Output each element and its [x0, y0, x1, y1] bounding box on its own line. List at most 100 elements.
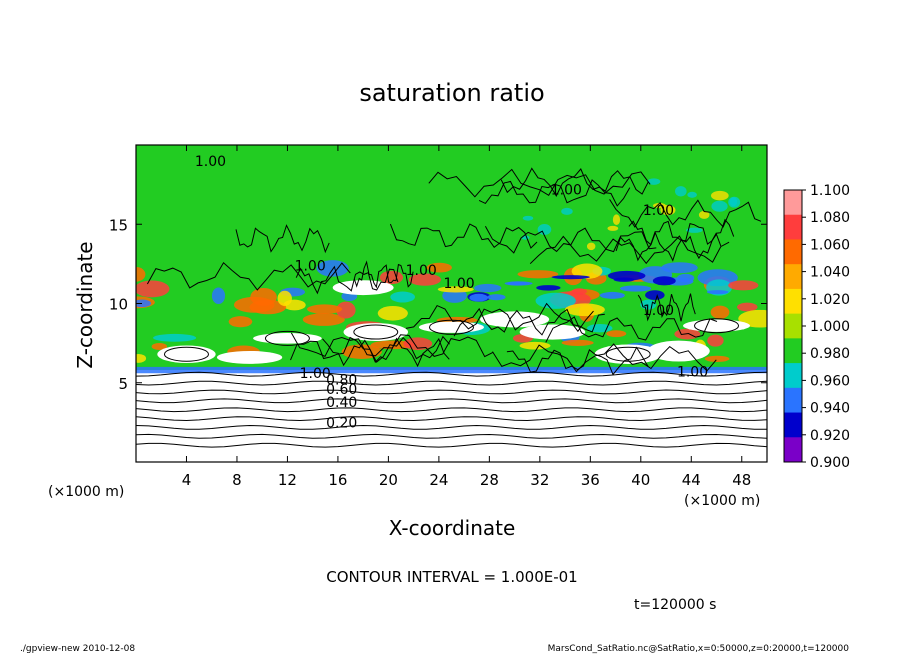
colorbar-label: 1.060 [810, 237, 850, 253]
field-patch [277, 290, 292, 306]
contour-line-1-00 [500, 167, 649, 197]
time-label: t=120000 s [634, 597, 716, 613]
contour-line-1-00 [637, 293, 696, 322]
y-tick-label: 10 [109, 296, 128, 314]
field-patch [136, 266, 146, 282]
base-band [136, 366, 767, 374]
field-patch [586, 242, 596, 251]
contour-loop [353, 324, 399, 340]
field-patch [711, 190, 729, 201]
colorbar-label: 0.900 [810, 455, 850, 471]
field-patch [698, 210, 710, 219]
field-patch [517, 270, 559, 279]
colorbar-label: 1.040 [810, 265, 850, 281]
colorbar-segment [784, 288, 802, 315]
contour-line-1-00 [295, 265, 399, 295]
field-patch [136, 354, 147, 363]
contour-line [136, 389, 767, 395]
contour-line-1-00 [405, 302, 594, 333]
field-patch [613, 277, 635, 282]
contour-line-1-00 [529, 235, 730, 265]
contour-line [136, 398, 767, 404]
contour-loop [264, 330, 310, 346]
footer-right: MarsCond_SatRatio.nc@SatRatio,x=0:50000,… [548, 644, 850, 654]
field-patch [487, 294, 506, 301]
field-patch [707, 334, 724, 347]
contour-label: 1.00 [295, 258, 326, 274]
field-patch [706, 290, 729, 295]
colorbar-label: 0.920 [810, 428, 850, 444]
contour-interval-text: CONTOUR INTERVAL = 1.000E-01 [326, 568, 577, 586]
field-patch [332, 280, 394, 296]
field-patch [561, 339, 594, 346]
field-patch [306, 304, 343, 314]
x-tick-label: 32 [530, 471, 549, 489]
y-axis-label: Z-coordinate [73, 241, 97, 368]
field-patch [675, 186, 687, 197]
field-patch [729, 197, 738, 207]
contour-line-1-00 [322, 337, 450, 368]
colorbar-segment [784, 190, 802, 216]
field-patch [564, 303, 605, 317]
field-patch [647, 178, 661, 185]
field-patch [612, 214, 621, 226]
colorbar-segment [784, 338, 802, 364]
contour-loop [163, 346, 209, 362]
field-patch [153, 333, 197, 342]
colorbar-label: 1.080 [810, 210, 850, 226]
plot-area: 1.001.001.001.00 1.001.001.001.00 1.000.80… [136, 145, 767, 462]
contour-line [136, 380, 767, 386]
colorbar-segment [784, 313, 802, 339]
colorbar-segment [784, 214, 802, 240]
contour-line-1-00 [545, 316, 718, 343]
field-patch [419, 321, 484, 333]
x-tick-label: 16 [328, 471, 347, 489]
contour-label: 1.00 [677, 365, 708, 381]
contour-line-1-00 [235, 224, 330, 254]
x-tick-label: 36 [581, 471, 600, 489]
contour-loop [694, 318, 740, 334]
colorbar-segment [784, 363, 802, 389]
contour-loop [605, 346, 651, 362]
contour-line [136, 416, 767, 422]
contour-label: 1.00 [195, 154, 226, 170]
field-patch [645, 290, 665, 300]
field-patch [711, 200, 728, 212]
field-patch [480, 311, 550, 328]
field-patch [606, 330, 627, 338]
contour-line [136, 433, 767, 439]
contour-line-1-00 [478, 179, 631, 207]
field-patch [710, 305, 730, 319]
colorbar-segment [784, 239, 802, 265]
contour-line-1-00 [506, 346, 649, 376]
field-patch [660, 204, 676, 216]
contour-label: 1.00 [551, 182, 582, 198]
contour-line [136, 424, 767, 430]
y-tick-label: 5 [118, 375, 128, 393]
field-patch [537, 224, 552, 236]
field-patch [437, 286, 474, 293]
contour-lines [136, 167, 767, 448]
field-patch [704, 355, 730, 362]
field-patch [473, 283, 502, 293]
contour-label: 1.00 [300, 366, 331, 382]
contour-line-1-00 [428, 168, 651, 198]
field-patch [157, 345, 216, 363]
contour-label: 0.60 [326, 382, 357, 398]
field-patch [571, 263, 603, 279]
colorbar-label: 1.020 [810, 292, 850, 308]
field-patch [599, 291, 625, 299]
footer-left: ./gpview-new 2010-12-08 [20, 644, 135, 654]
anomaly-patches [136, 178, 767, 374]
contour-loop [429, 319, 474, 335]
y-axis-ticks: 5 10 15 [109, 216, 767, 393]
field-patch [687, 191, 697, 198]
colorbar-segment [784, 264, 802, 290]
contour-label: 1.00 [643, 303, 674, 319]
contour-label: 0.40 [326, 395, 357, 411]
x-tick-label: 12 [278, 471, 297, 489]
field-patch [408, 273, 442, 286]
x-tick-label: 20 [379, 471, 398, 489]
contour-line-1-00 [492, 343, 717, 373]
field-patch [737, 302, 758, 312]
